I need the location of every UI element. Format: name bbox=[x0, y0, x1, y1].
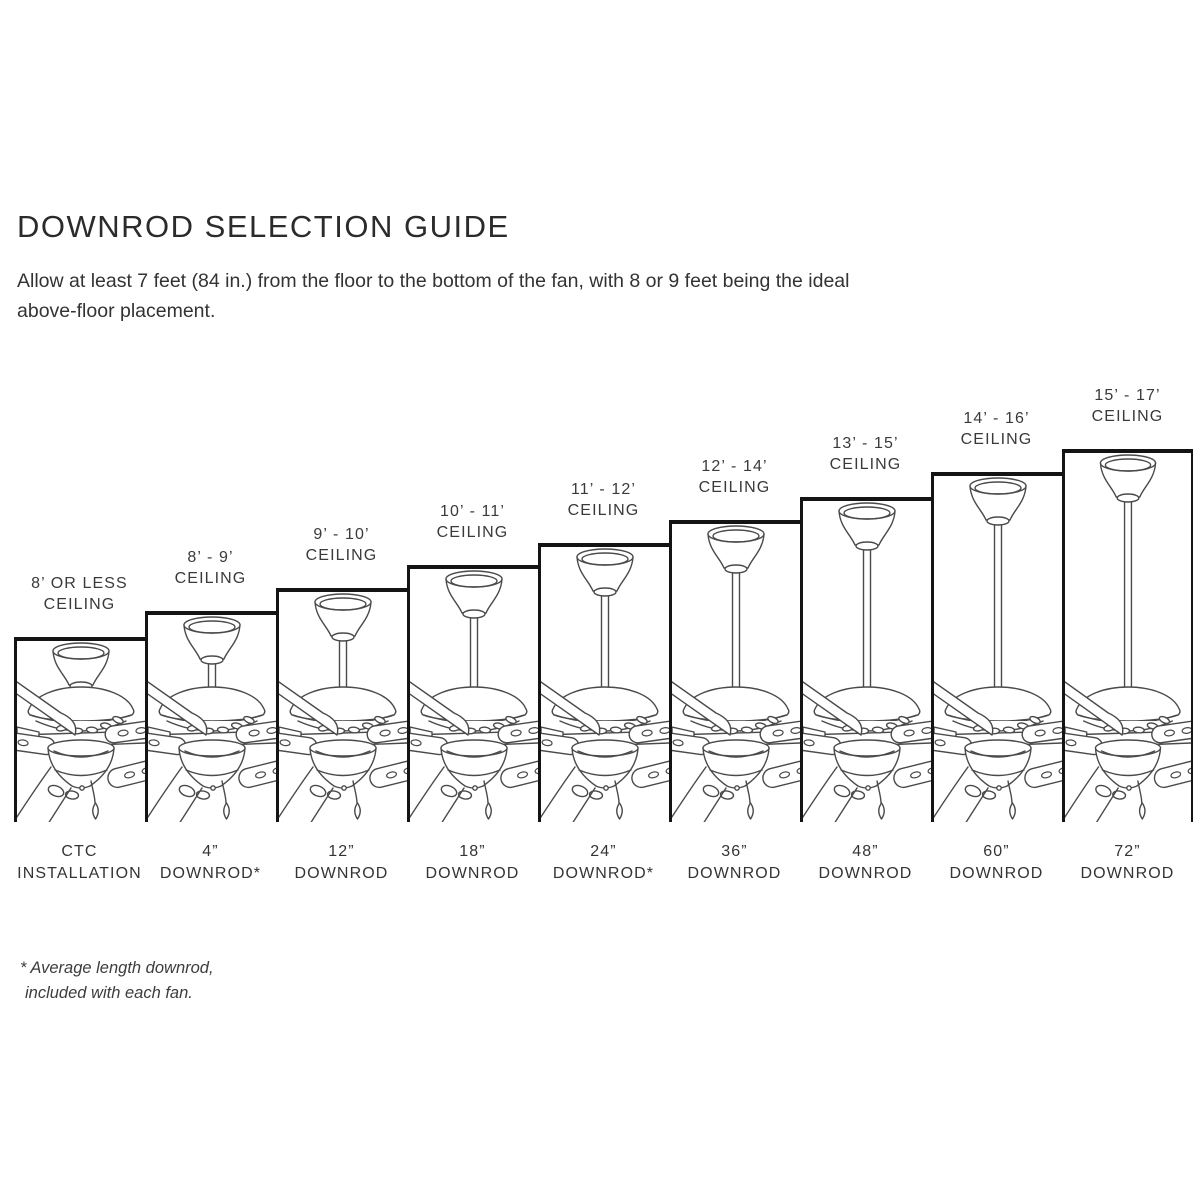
ceiling-fan-illustration bbox=[17, 642, 145, 822]
fan-panel-5 bbox=[538, 543, 669, 822]
ceiling-height-label: 13’ - 15’ CEILING bbox=[829, 435, 902, 473]
downrod-size-label: 18” DOWNROD bbox=[425, 843, 520, 882]
subtitle-line-1: Allow at least 7 feet (84 in.) from the … bbox=[17, 270, 850, 292]
ceiling-height-label: 10’ - 11’ CEILING bbox=[436, 503, 509, 541]
ceiling-height-label: 11’ - 12’ CEILING bbox=[567, 481, 640, 519]
page-title: DOWNROD SELECTION GUIDE bbox=[17, 209, 510, 244]
fan-panel-3 bbox=[276, 588, 407, 822]
fan-panel-1 bbox=[14, 637, 145, 822]
ceiling-height-label: 8’ OR LESS CEILING bbox=[31, 575, 128, 613]
downrod-size-label: 12” DOWNROD bbox=[294, 843, 389, 882]
downrod-size-label: 72” DOWNROD bbox=[1080, 843, 1175, 882]
fan-panel-6 bbox=[669, 520, 800, 822]
fan-panel-2 bbox=[145, 611, 276, 822]
fan-panel-9 bbox=[1062, 449, 1193, 822]
ceiling-fan-illustration bbox=[672, 525, 800, 822]
ceiling-fan-illustration bbox=[1065, 454, 1191, 822]
footnote-line-2: included with each fan. bbox=[25, 984, 193, 1002]
ceiling-fan-illustration bbox=[803, 502, 931, 822]
downrod-size-label: 36” DOWNROD bbox=[687, 843, 782, 882]
fan-panel-8 bbox=[931, 472, 1062, 822]
fan-panel-4 bbox=[407, 565, 538, 822]
ceiling-fan-illustration bbox=[279, 593, 407, 822]
ceiling-fan-illustration bbox=[934, 477, 1062, 822]
fan-panel-7 bbox=[800, 497, 931, 822]
downrod-size-label: 24” DOWNROD* bbox=[552, 843, 655, 882]
footnote: * Average length downrod, included with … bbox=[20, 956, 214, 1006]
ceiling-height-label: 15’ - 17’ CEILING bbox=[1091, 387, 1164, 425]
ceiling-height-label: 12’ - 14’ CEILING bbox=[698, 458, 771, 496]
page-subtitle: Allow at least 7 feet (84 in.) from the … bbox=[17, 266, 849, 326]
downrod-size-label: CTC INSTALLATION bbox=[17, 843, 142, 882]
ceiling-fan-illustration bbox=[410, 570, 538, 822]
ceiling-height-label: 9’ - 10’ CEILING bbox=[305, 526, 378, 564]
footnote-line-1: * Average length downrod, bbox=[20, 959, 214, 977]
ceiling-fan-illustration bbox=[541, 548, 669, 822]
ceiling-height-label: 14’ - 16’ CEILING bbox=[960, 410, 1033, 448]
downrod-size-label: 60” DOWNROD bbox=[949, 843, 1044, 882]
ceiling-height-label: 8’ - 9’ CEILING bbox=[174, 549, 247, 587]
downrod-size-label: 48” DOWNROD bbox=[818, 843, 913, 882]
subtitle-line-2: above-floor placement. bbox=[17, 300, 216, 322]
ceiling-fan-illustration bbox=[148, 616, 276, 822]
downrod-size-label: 4” DOWNROD* bbox=[159, 843, 262, 882]
